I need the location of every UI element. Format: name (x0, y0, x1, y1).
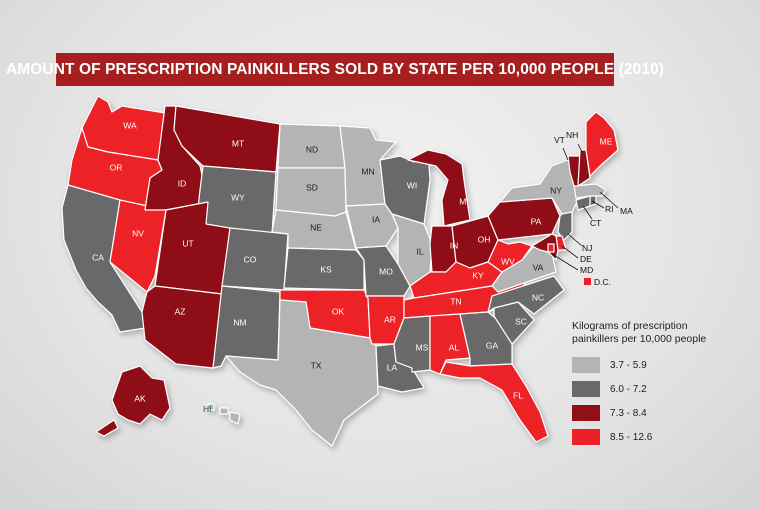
label-fl: FL (513, 390, 523, 400)
legend-range: 3.7 - 5.9 (610, 359, 647, 371)
label-az: AZ (175, 306, 186, 316)
state-mi (407, 149, 471, 227)
label-wv: WV (501, 256, 515, 266)
legend-swatch (572, 429, 600, 445)
state-fl (439, 361, 549, 443)
state-hi (207, 403, 241, 425)
label-co: CO (244, 254, 257, 264)
label-nc: NC (532, 292, 544, 302)
state-vt (567, 155, 581, 187)
label-ks: KS (320, 264, 332, 274)
legend-item: 8.5 - 12.6 (572, 428, 752, 446)
label-ca: CA (92, 252, 104, 262)
title-banner: AMOUNT OF PRESCRIPTION PAINKILLERS SOLD … (6, 53, 664, 86)
label-dc: D.C. (594, 277, 611, 287)
label-ak: AK (134, 393, 146, 403)
label-nh: NH (566, 130, 578, 140)
legend: Kilograms of prescription painkillers pe… (572, 320, 752, 446)
label-ma: MA (620, 206, 633, 216)
legend-item: 3.7 - 5.9 (572, 356, 752, 374)
state-md (531, 233, 559, 261)
state-ak (95, 365, 171, 437)
label-mt: MT (232, 138, 244, 148)
dc-marker (584, 278, 591, 285)
legend-range: 6.0 - 7.2 (610, 383, 647, 395)
label-sd: SD (306, 182, 318, 192)
label-ky: KY (472, 270, 484, 280)
legend-item: 6.0 - 7.2 (572, 380, 752, 398)
label-ut: UT (182, 238, 193, 248)
legend-item: 7.3 - 8.4 (572, 404, 752, 422)
label-ga: GA (486, 340, 499, 350)
state-dc (547, 243, 555, 253)
state-ks (283, 247, 365, 291)
label-oh: OH (478, 234, 491, 244)
label-hi: HI (203, 404, 212, 414)
label-mo: MO (379, 266, 393, 276)
label-in: IN (450, 240, 459, 250)
label-ia: IA (372, 214, 380, 224)
label-ms: MS (416, 342, 429, 352)
state-ri (589, 195, 597, 207)
map-title: AMOUNT OF PRESCRIPTION PAINKILLERS SOLD … (5, 60, 665, 78)
label-wa: WA (123, 120, 137, 130)
label-la: LA (387, 362, 398, 372)
legend-swatch (572, 405, 600, 421)
label-ny: NY (550, 185, 562, 195)
legend-range: 8.5 - 12.6 (610, 431, 653, 443)
label-tx: TX (311, 360, 322, 370)
state-mo (355, 245, 411, 297)
label-ok: OK (332, 306, 345, 316)
label-il: IL (416, 246, 423, 256)
label-tn: TN (450, 296, 461, 306)
label-nd: ND (306, 144, 318, 154)
label-pa: PA (531, 216, 542, 226)
label-de: DE (580, 254, 592, 264)
label-me: ME (600, 136, 613, 146)
state-nc (487, 275, 565, 315)
label-nv: NV (132, 228, 144, 238)
state-nj (557, 211, 573, 241)
label-or: OR (110, 162, 123, 172)
legend-title-line1: Kilograms of prescription (572, 320, 688, 332)
state-wi (379, 151, 431, 225)
label-md: MD (580, 265, 593, 275)
state-pa (487, 197, 561, 241)
legend-range: 7.3 - 8.4 (610, 407, 647, 419)
state-me (585, 111, 619, 177)
label-ar: AR (384, 314, 396, 324)
label-nm: NM (233, 317, 246, 327)
state-ma (573, 183, 607, 199)
label-mn: MN (361, 166, 374, 176)
label-va: VA (533, 262, 544, 272)
label-mi: MI (459, 196, 468, 206)
label-ct: CT (590, 218, 601, 228)
legend-swatch (572, 381, 600, 397)
label-wy: WY (231, 192, 245, 202)
label-ne: NE (310, 222, 322, 232)
label-sc: SC (515, 316, 527, 326)
legend-swatch (572, 357, 600, 373)
label-nj: NJ (582, 243, 592, 253)
state-tx (225, 299, 379, 447)
legend-rows: 3.7 - 5.9 6.0 - 7.2 7.3 - 8.4 8.5 - 12.6 (572, 356, 752, 446)
label-vt: VT (554, 135, 565, 145)
state-wv (487, 239, 533, 273)
legend-title-line2: painkillers per 10,000 people (572, 333, 707, 345)
state-az (141, 285, 223, 369)
label-al: AL (449, 342, 460, 352)
label-wi: WI (407, 180, 417, 190)
label-id: ID (178, 178, 187, 188)
label-ri: RI (605, 204, 614, 214)
